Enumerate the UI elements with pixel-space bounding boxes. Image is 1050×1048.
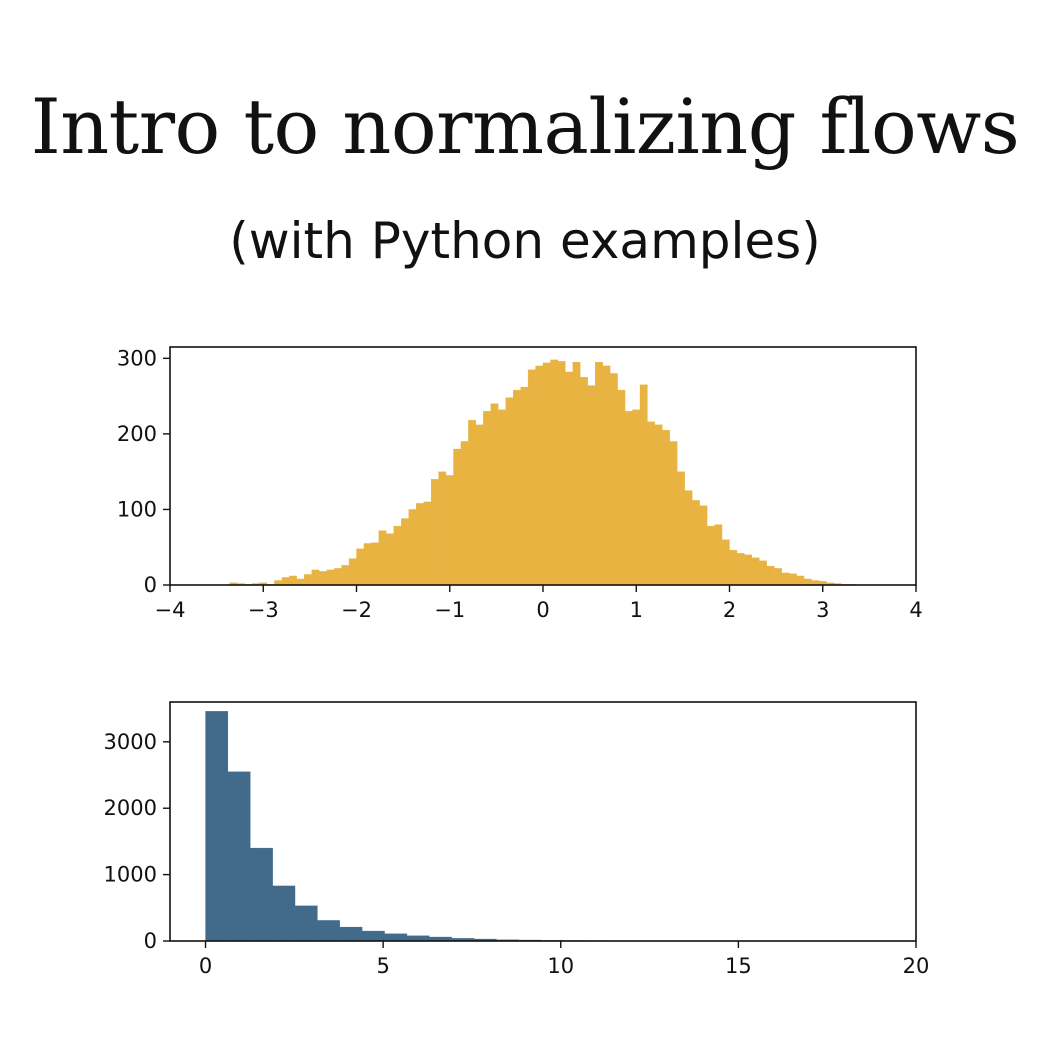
bottom-y-tick-label: 2000 [104, 796, 157, 820]
top-x-tick-label: 1 [630, 598, 643, 622]
top-x-tick-label: 4 [909, 598, 922, 622]
bottom-x-tick-label: 15 [725, 954, 752, 978]
top-y-tick-label: 100 [117, 497, 157, 521]
top-x-tick-label: 3 [816, 598, 829, 622]
top-y-tick-label: 0 [144, 573, 157, 597]
top-x-tick-label: −2 [341, 598, 372, 622]
bottom-x-tick-label: 10 [547, 954, 574, 978]
page-title: Intro to normalizing flows [30, 82, 1020, 171]
bottom-hist-bar [384, 933, 408, 942]
top-y-tick-label: 300 [117, 346, 157, 370]
bottom-hist-bar [294, 905, 318, 942]
bottom-hist-bar [272, 885, 296, 942]
bottom-x-tick-label: 5 [376, 954, 389, 978]
top-x-tick-label: −3 [248, 598, 279, 622]
bottom-hist-bar [205, 711, 229, 942]
top-x-tick-label: 0 [536, 598, 549, 622]
page-subtitle: (with Python examples) [229, 212, 821, 270]
top-x-tick-label: −4 [155, 598, 186, 622]
bottom-hist-bar [227, 771, 251, 942]
top-x-tick-label: −1 [434, 598, 465, 622]
bottom-hist-bar [362, 930, 385, 942]
bottom-y-tick-label: 1000 [104, 863, 157, 887]
top-x-tick-label: 2 [723, 598, 736, 622]
bottom-hist-bar [250, 847, 273, 942]
bottom-x-tick-label: 0 [199, 954, 212, 978]
bottom-hist-bar [317, 920, 340, 942]
bottom-hist-bar [339, 926, 363, 942]
top-y-tick-label: 200 [117, 422, 157, 446]
bottom-y-tick-label: 0 [144, 929, 157, 953]
bottom-y-tick-label: 3000 [104, 730, 157, 754]
bottom-axes-frame [169, 701, 917, 942]
bottom-x-tick-label: 20 [903, 954, 930, 978]
